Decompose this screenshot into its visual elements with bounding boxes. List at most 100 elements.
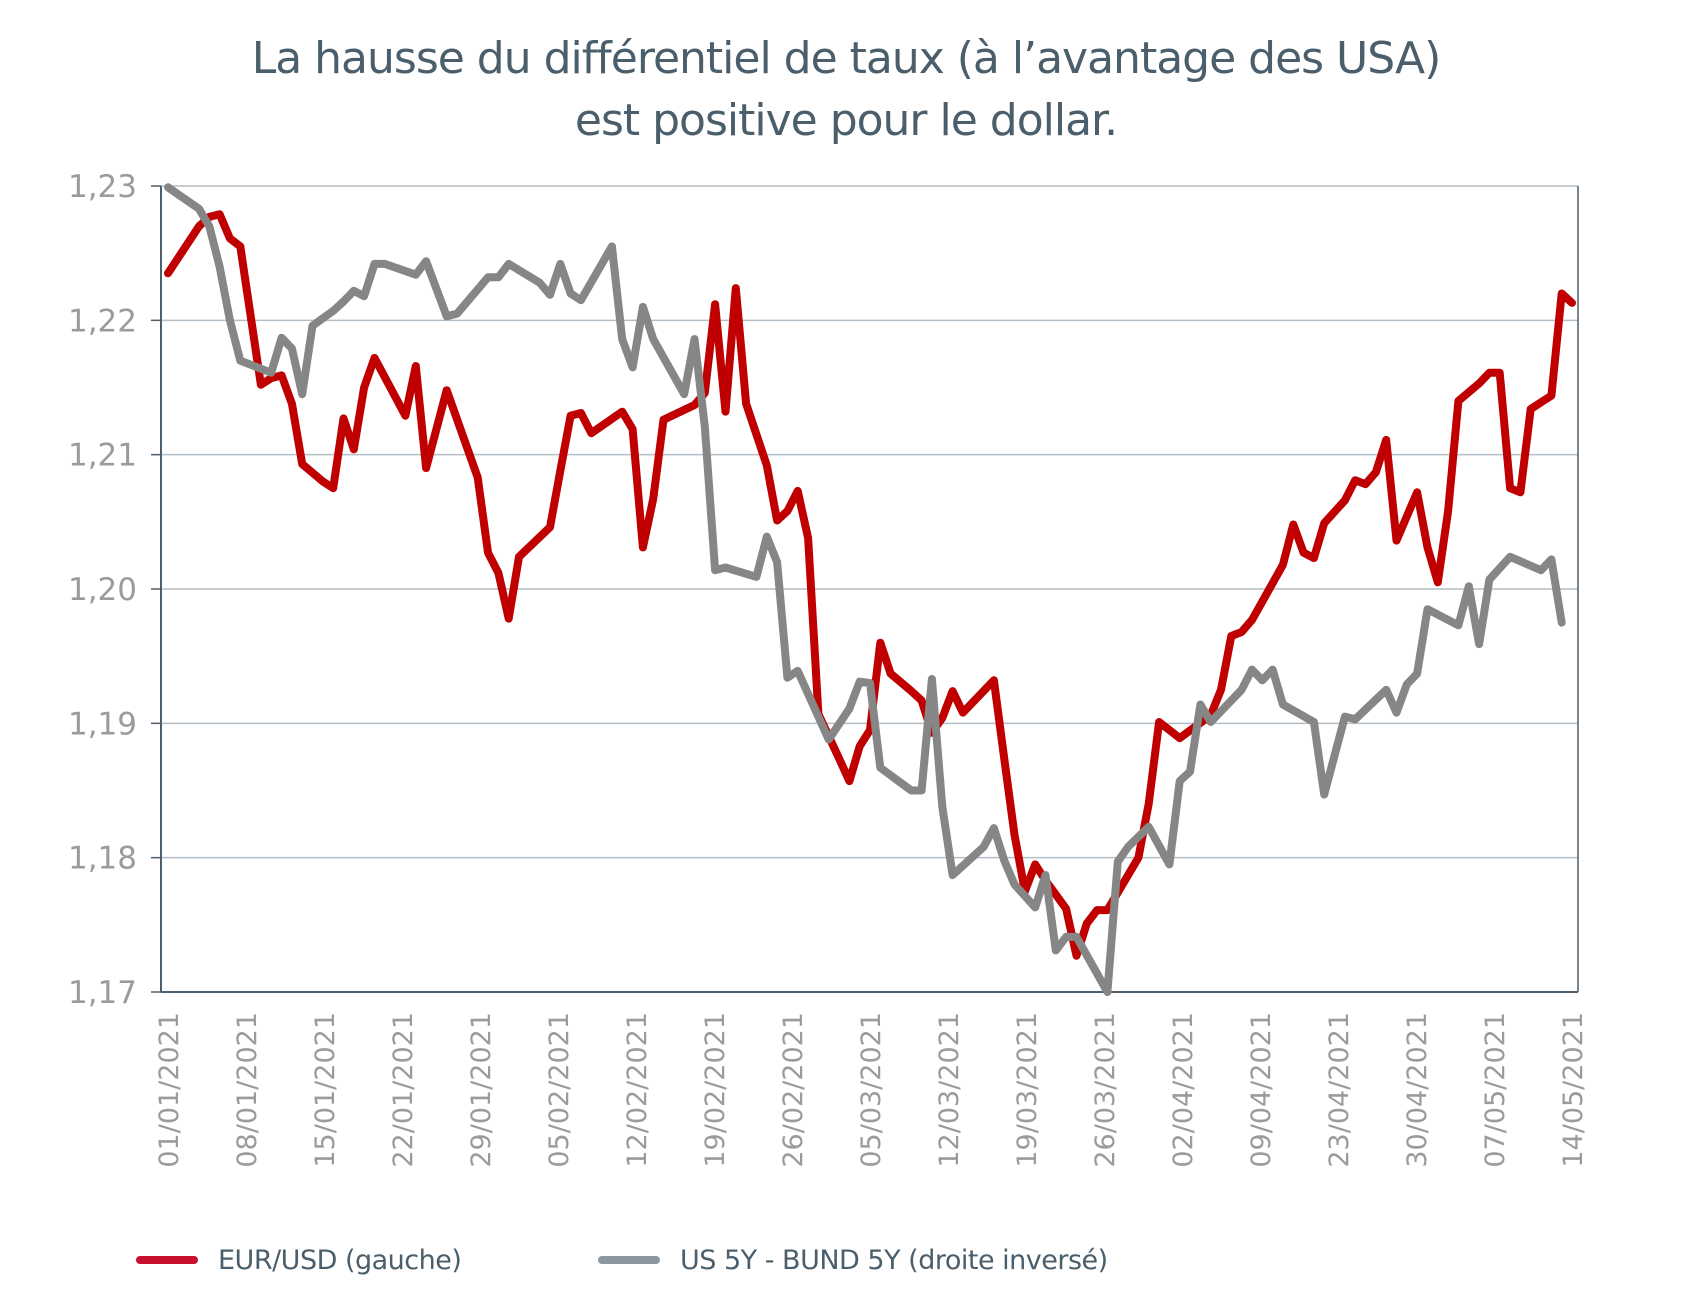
x-axis-tick-label: 29/01/2021 xyxy=(466,1012,497,1168)
data-point-eurusd xyxy=(1251,619,1253,621)
data-point-us5y-bund5y xyxy=(1251,669,1253,671)
data-point-eurusd xyxy=(1427,546,1428,548)
data-point-us5y-bund5y xyxy=(776,561,778,563)
data-point-eurusd xyxy=(993,679,995,681)
data-point-eurusd xyxy=(1282,564,1284,566)
data-point-eurusd xyxy=(725,411,726,413)
data-point-us5y-bund5y xyxy=(1148,826,1150,828)
data-point-us5y-bund5y xyxy=(1540,569,1542,571)
data-point-eurusd xyxy=(1158,721,1160,723)
data-point-eurusd xyxy=(487,552,489,554)
data-point-us5y-bund5y xyxy=(1241,689,1243,691)
data-point-us5y-bund5y xyxy=(694,338,695,340)
data-point-us5y-bund5y xyxy=(993,827,995,829)
x-axis-tick-label: 01/01/2021 xyxy=(154,1012,185,1168)
legend-swatch-eurusd xyxy=(136,1256,198,1264)
data-point-us5y-bund5y xyxy=(1282,704,1284,705)
x-axis-tick-label: 05/02/2021 xyxy=(544,1012,575,1168)
data-point-eurusd xyxy=(663,419,664,421)
data-point-eurusd xyxy=(332,487,334,489)
data-point-eurusd xyxy=(1396,540,1397,542)
data-point-eurusd xyxy=(497,572,499,574)
data-point-us5y-bund5y xyxy=(1561,622,1563,624)
data-point-us5y-bund5y xyxy=(239,360,241,362)
data-point-eurusd xyxy=(580,412,582,414)
x-axis-tick-label: 08/01/2021 xyxy=(232,1012,263,1168)
data-point-eurusd xyxy=(1014,834,1015,836)
chart-title-line-2: est positive pour le dollar. xyxy=(574,95,1118,146)
data-point-us5y-bund5y xyxy=(1261,679,1263,681)
y-axis-tick-label: 1,17 xyxy=(68,975,137,1011)
y-axis-tick-label: 1,18 xyxy=(68,841,137,877)
data-point-eurusd xyxy=(1034,863,1036,865)
data-point-us5y-bund5y xyxy=(1323,794,1325,795)
axes xyxy=(151,185,1579,993)
data-point-eurusd xyxy=(446,389,448,391)
data-point-us5y-bund5y xyxy=(869,682,871,684)
x-axis-tick-label: 23/04/2021 xyxy=(1324,1012,1355,1168)
data-point-us5y-bund5y xyxy=(621,338,623,340)
data-point-eurusd xyxy=(1447,510,1449,512)
data-point-eurusd xyxy=(1375,471,1377,473)
data-point-us5y-bund5y xyxy=(1396,712,1397,714)
data-point-eurusd xyxy=(1437,581,1439,583)
data-point-eurusd xyxy=(1530,408,1532,410)
data-point-eurusd xyxy=(219,213,221,215)
data-point-eurusd xyxy=(549,526,551,528)
data-point-us5y-bund5y xyxy=(1478,643,1480,645)
data-point-us5y-bund5y xyxy=(353,290,355,292)
data-point-eurusd xyxy=(652,498,654,500)
data-point-eurusd xyxy=(931,732,933,734)
data-point-us5y-bund5y xyxy=(642,306,644,308)
data-point-eurusd xyxy=(1385,439,1387,441)
data-point-eurusd xyxy=(694,404,695,406)
data-point-us5y-bund5y xyxy=(446,315,448,317)
data-point-eurusd xyxy=(415,365,417,367)
data-point-us5y-bund5y xyxy=(167,186,169,188)
x-axis-tick-label: 12/03/2021 xyxy=(934,1012,965,1168)
data-point-eurusd xyxy=(642,546,644,548)
data-point-us5y-bund5y xyxy=(879,767,881,769)
data-point-eurusd xyxy=(1344,499,1346,501)
x-axis-tick-label: 15/01/2021 xyxy=(310,1012,341,1168)
data-point-us5y-bund5y xyxy=(539,282,541,284)
data-point-us5y-bund5y xyxy=(1313,721,1315,723)
x-axis-tick-label: 14/05/2021 xyxy=(1558,1012,1589,1168)
data-point-us5y-bund5y xyxy=(580,299,582,301)
x-axis-tick-labels: 01/01/2021 08/01/2021 15/01/2021 22/01/2021… xyxy=(154,1012,1589,1168)
data-point-eurusd xyxy=(1365,483,1366,485)
data-point-eurusd xyxy=(1179,737,1181,739)
data-point-us5y-bund5y xyxy=(1034,906,1036,908)
data-point-eurusd xyxy=(260,384,262,386)
data-point-us5y-bund5y xyxy=(652,338,654,340)
data-point-eurusd xyxy=(869,729,871,731)
data-point-us5y-bund5y xyxy=(848,708,850,710)
x-axis-tick-label: 02/04/2021 xyxy=(1168,1012,1199,1168)
data-point-us5y-bund5y xyxy=(198,208,200,210)
data-point-eurusd xyxy=(735,287,737,289)
data-point-eurusd xyxy=(1561,293,1563,294)
data-point-eurusd xyxy=(353,448,355,450)
data-point-us5y-bund5y xyxy=(1354,718,1356,720)
data-point-eurusd xyxy=(1457,400,1459,402)
x-axis-tick-label: 26/03/2021 xyxy=(1090,1012,1121,1168)
data-point-us5y-bund5y xyxy=(1406,683,1408,685)
data-point-us5y-bund5y xyxy=(208,225,210,227)
data-point-eurusd xyxy=(1313,557,1315,559)
data-point-eurusd xyxy=(167,272,169,274)
chart-title-line-1: La hausse du différentiel de taux (à l’a… xyxy=(251,33,1442,84)
data-point-us5y-bund5y xyxy=(1127,846,1129,848)
data-point-eurusd xyxy=(879,642,881,644)
x-axis-tick-label: 07/05/2021 xyxy=(1480,1012,1511,1168)
legend-item-eurusd: EUR/USD (gauche) xyxy=(136,1240,462,1280)
y-axis-tick-label: 1,22 xyxy=(68,303,137,339)
data-point-us5y-bund5y xyxy=(1189,771,1191,773)
data-point-us5y-bund5y xyxy=(487,276,489,278)
data-point-us5y-bund5y xyxy=(260,368,262,370)
data-point-eurusd xyxy=(1220,689,1222,691)
data-point-us5y-bund5y xyxy=(1168,863,1170,865)
data-point-eurusd xyxy=(343,417,344,419)
data-point-eurusd xyxy=(1478,383,1480,384)
series-line-eurusd xyxy=(164,210,1576,960)
legend-item-spread: US 5Y - BUND 5Y (droite inversé) xyxy=(598,1240,1108,1280)
